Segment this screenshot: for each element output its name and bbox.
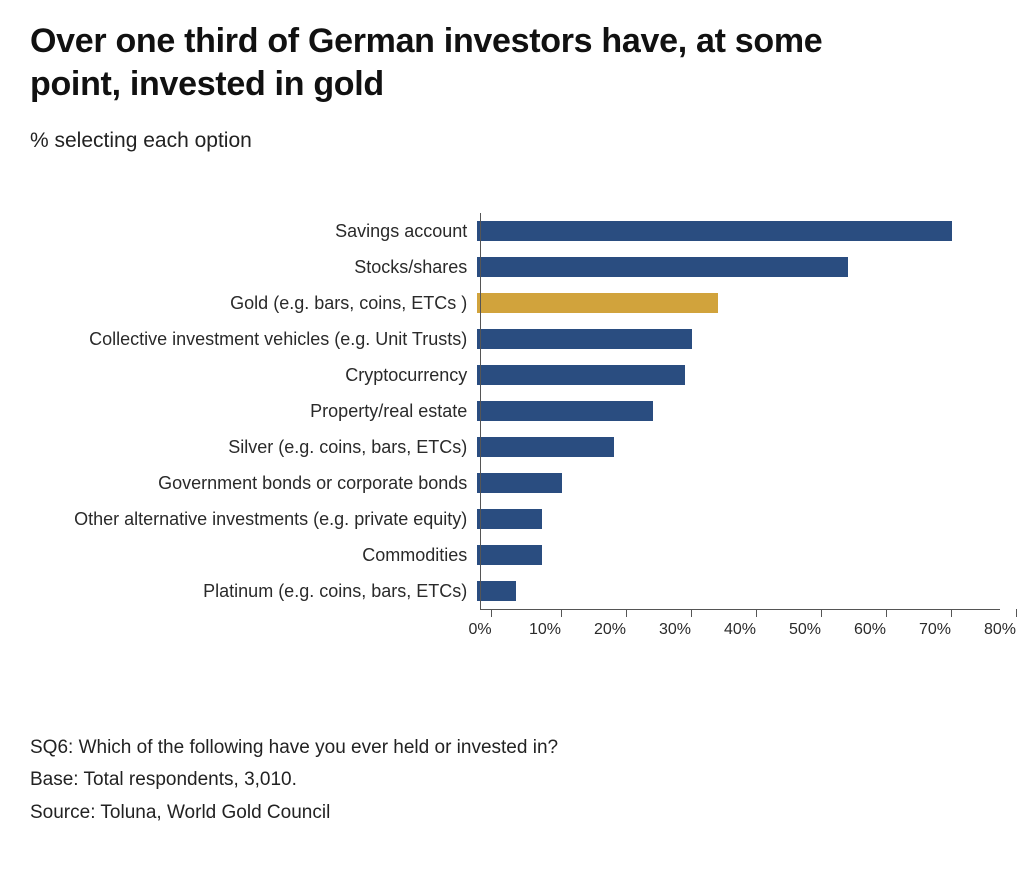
plot-cell bbox=[477, 501, 994, 537]
chart-row: Silver (e.g. coins, bars, ETCs) bbox=[30, 429, 994, 465]
plot-cell bbox=[477, 537, 994, 573]
x-tick: 60% bbox=[870, 609, 902, 639]
bar-label: Property/real estate bbox=[30, 401, 477, 422]
bar-label: Commodities bbox=[30, 545, 477, 566]
chart-rows: Savings account Stocks/shares Gold (e.g. b… bbox=[30, 213, 994, 609]
x-tick-label: 30% bbox=[659, 621, 691, 639]
page: Over one third of German investors have,… bbox=[0, 0, 1024, 860]
footer-base: Base: Total respondents, 3,010. bbox=[30, 765, 994, 795]
chart-footer: SQ6: Which of the following have you eve… bbox=[30, 733, 994, 828]
x-tick-mark bbox=[756, 609, 757, 617]
x-tick: 30% bbox=[675, 609, 707, 639]
plot-cell bbox=[477, 321, 994, 357]
bar-label: Cryptocurrency bbox=[30, 365, 477, 386]
x-tick-mark bbox=[886, 609, 887, 617]
plot-cell bbox=[477, 357, 994, 393]
plot-cell bbox=[477, 285, 994, 321]
x-tick: 50% bbox=[805, 609, 837, 639]
x-tick-label: 50% bbox=[789, 621, 821, 639]
chart-row: Gold (e.g. bars, coins, ETCs ) bbox=[30, 285, 994, 321]
plot-cell bbox=[477, 249, 994, 285]
x-axis: 0%10%20%30%40%50%60%70%80% bbox=[480, 609, 1000, 643]
x-tick-mark bbox=[1016, 609, 1017, 617]
x-tick-label: 60% bbox=[854, 621, 886, 639]
chart-row: Other alternative investments (e.g. priv… bbox=[30, 501, 994, 537]
chart-row: Cryptocurrency bbox=[30, 357, 994, 393]
chart-row: Savings account bbox=[30, 213, 994, 249]
x-tick-mark bbox=[626, 609, 627, 617]
footer-source: Source: Toluna, World Gold Council bbox=[30, 798, 994, 828]
x-tick-label: 70% bbox=[919, 621, 951, 639]
x-tick-mark bbox=[691, 609, 692, 617]
x-tick-mark bbox=[491, 609, 492, 617]
chart-row: Commodities bbox=[30, 537, 994, 573]
x-tick-mark bbox=[561, 609, 562, 617]
plot-cell bbox=[477, 429, 994, 465]
x-tick-label: 0% bbox=[468, 621, 491, 639]
bar-highlight bbox=[477, 293, 718, 313]
bar bbox=[477, 365, 685, 385]
bar bbox=[477, 401, 653, 421]
plot-cell bbox=[477, 573, 994, 609]
chart-row: Collective investment vehicles (e.g. Uni… bbox=[30, 321, 994, 357]
bar bbox=[477, 473, 562, 493]
chart-row: Stocks/shares bbox=[30, 249, 994, 285]
bar-label: Collective investment vehicles (e.g. Uni… bbox=[30, 329, 477, 350]
y-axis-line bbox=[480, 213, 481, 609]
x-tick-label: 80% bbox=[984, 621, 1016, 639]
x-tick: 0% bbox=[480, 609, 503, 639]
bar-label: Other alternative investments (e.g. priv… bbox=[30, 509, 477, 530]
bar bbox=[477, 221, 952, 241]
x-tick-mark bbox=[821, 609, 822, 617]
plot-cell bbox=[477, 393, 994, 429]
bar-label: Savings account bbox=[30, 221, 477, 242]
chart-row: Platinum (e.g. coins, bars, ETCs) bbox=[30, 573, 994, 609]
bar bbox=[477, 437, 614, 457]
chart-subtitle: % selecting each option bbox=[30, 129, 994, 153]
plot-cell bbox=[477, 465, 994, 501]
x-tick: 20% bbox=[610, 609, 642, 639]
bar-label: Government bonds or corporate bonds bbox=[30, 473, 477, 494]
x-tick: 40% bbox=[740, 609, 772, 639]
x-tick-label: 40% bbox=[724, 621, 756, 639]
bar bbox=[477, 329, 692, 349]
bar-label: Gold (e.g. bars, coins, ETCs ) bbox=[30, 293, 477, 314]
x-tick-label: 20% bbox=[594, 621, 626, 639]
x-tick-label: 10% bbox=[529, 621, 561, 639]
bar bbox=[477, 257, 848, 277]
chart-row: Property/real estate bbox=[30, 393, 994, 429]
plot-cell bbox=[477, 213, 994, 249]
bar bbox=[477, 545, 542, 565]
chart-row: Government bonds or corporate bonds bbox=[30, 465, 994, 501]
x-tick-mark bbox=[951, 609, 952, 617]
bar bbox=[477, 581, 516, 601]
x-tick: 10% bbox=[545, 609, 577, 639]
x-tick: 70% bbox=[935, 609, 967, 639]
chart-title: Over one third of German investors have,… bbox=[30, 20, 910, 105]
bar-label: Stocks/shares bbox=[30, 257, 477, 278]
bar bbox=[477, 509, 542, 529]
bar-label: Platinum (e.g. coins, bars, ETCs) bbox=[30, 581, 477, 602]
footer-question: SQ6: Which of the following have you eve… bbox=[30, 733, 994, 763]
bar-label: Silver (e.g. coins, bars, ETCs) bbox=[30, 437, 477, 458]
chart: Savings account Stocks/shares Gold (e.g. b… bbox=[30, 213, 994, 643]
x-tick: 80% bbox=[1000, 609, 1024, 639]
